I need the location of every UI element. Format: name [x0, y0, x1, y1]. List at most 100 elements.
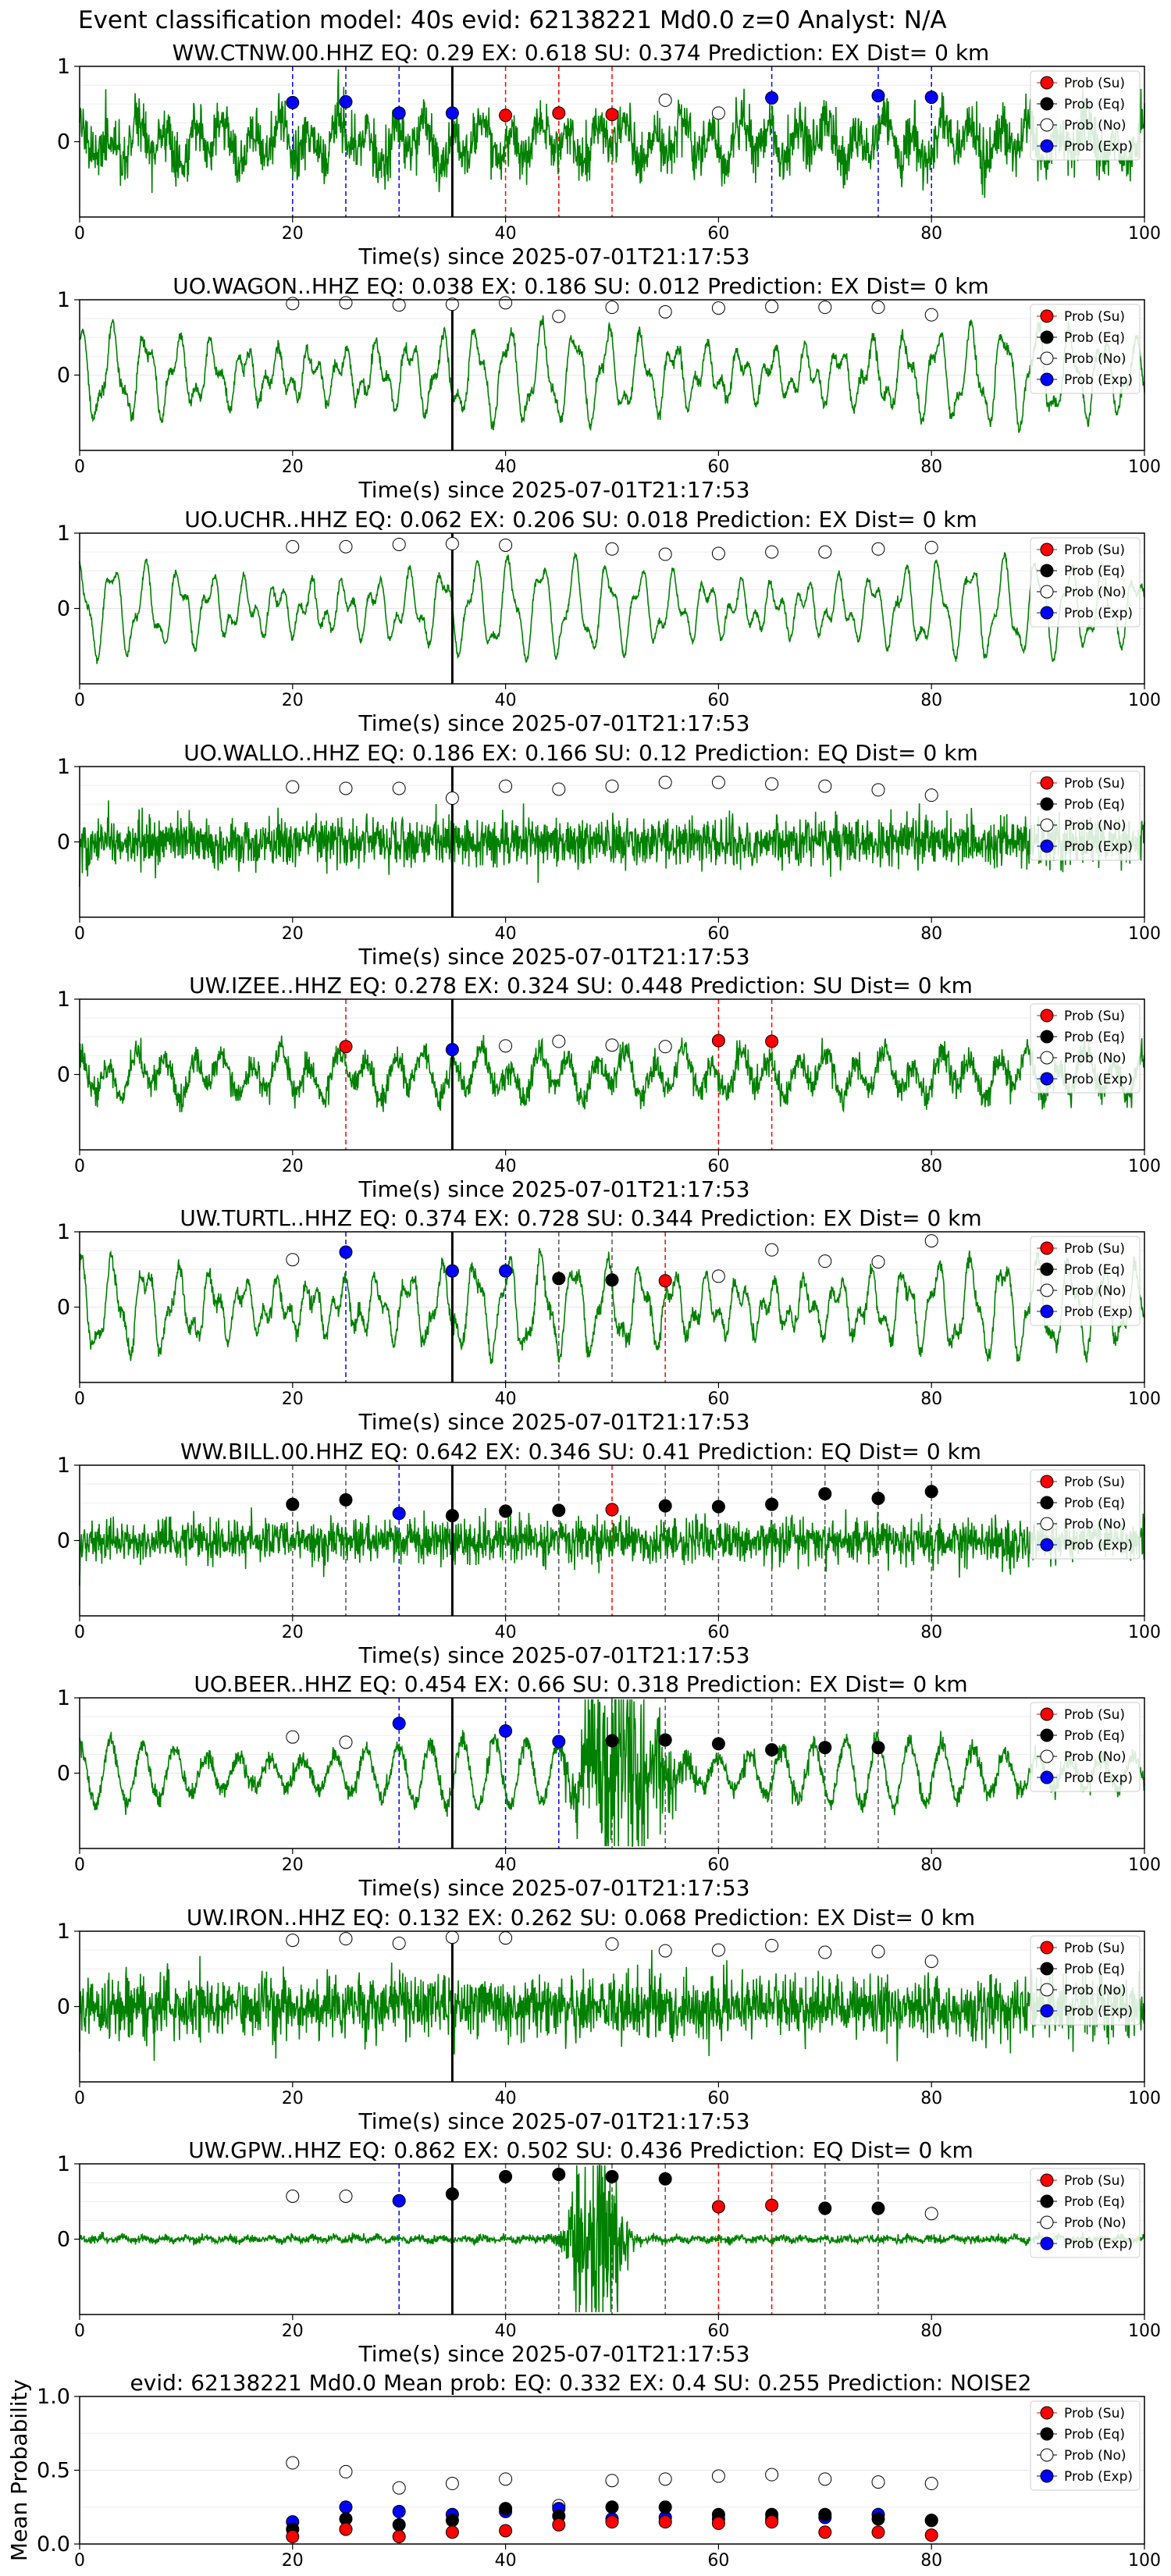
legend-box — [1030, 1469, 1141, 1560]
x-tick-label: 40 — [495, 457, 517, 477]
legend-marker-no — [1040, 585, 1054, 599]
mean-marker-exp — [392, 2504, 406, 2518]
prob-marker-no — [392, 781, 406, 795]
prob-marker-no — [924, 1234, 938, 1248]
mean-marker-no — [445, 2477, 459, 2491]
legend-label-su: Prob (Su) — [1064, 309, 1125, 325]
prob-marker-no — [339, 1932, 353, 1946]
legend-marker-no — [1040, 1983, 1054, 1997]
x-tick-label: 100 — [1128, 2322, 1161, 2341]
prob-marker-eq — [818, 1741, 832, 1755]
prob-marker-no — [605, 542, 619, 556]
panel-title: WW.CTNW.00.HHZ EQ: 0.29 EX: 0.618 SU: 0.… — [173, 40, 990, 66]
x-tick-label: 100 — [1128, 924, 1161, 944]
x-tick-label: 100 — [1128, 2089, 1161, 2108]
legend-label-exp: Prob (Exp) — [1064, 2236, 1133, 2252]
legend-box — [1030, 70, 1141, 161]
legend-marker-no — [1040, 1051, 1054, 1065]
legend-label-no: Prob (No) — [1064, 1283, 1127, 1299]
prob-marker-no — [605, 1038, 619, 1052]
mean-marker-no — [392, 2481, 406, 2495]
prob-marker-no — [818, 301, 832, 315]
x-tick-label: 40 — [495, 224, 517, 244]
legend-label-no: Prob (No) — [1064, 1749, 1127, 1765]
prob-marker-exp — [445, 106, 459, 120]
x-tick-label: 80 — [920, 1856, 942, 1875]
legend-label-su: Prob (Su) — [1064, 1241, 1125, 1257]
x-tick-label: 60 — [707, 224, 729, 244]
mean-marker-su — [765, 2515, 779, 2529]
prob-marker-no — [499, 538, 513, 552]
legend-label-su: Prob (Su) — [1064, 1475, 1125, 1490]
prob-marker-no — [499, 1039, 513, 1053]
seismic-trace — [79, 315, 1145, 433]
x-tick-label: 20 — [282, 2322, 304, 2341]
legend-marker-su — [1040, 1241, 1054, 1255]
legend-label-eq: Prob (Eq) — [1064, 1496, 1125, 1511]
legend-marker-eq — [1040, 97, 1054, 111]
y-tick-label: 1 — [57, 55, 70, 79]
legend-marker-no — [1040, 118, 1054, 132]
prob-marker-eq — [765, 1497, 779, 1511]
legend-label-no: Prob (No) — [1064, 585, 1127, 600]
panel-title: UO.WALLO..HHZ EQ: 0.186 EX: 0.166 SU: 0.… — [183, 740, 977, 766]
y-tick-label: 0 — [57, 597, 70, 621]
prob-marker-no — [711, 301, 725, 315]
x-tick-label: 0 — [74, 924, 85, 944]
prob-marker-eq — [711, 1737, 725, 1751]
y-tick-label: 1 — [57, 1920, 70, 1944]
panel-title: WW.BILL.00.HHZ EQ: 0.642 EX: 0.346 SU: 0… — [180, 1439, 981, 1464]
legend-label-exp: Prob (Exp) — [1064, 139, 1133, 155]
x-tick-label: 100 — [1128, 691, 1161, 710]
prob-marker-no — [924, 2207, 938, 2221]
legend-marker-exp — [1040, 2469, 1054, 2483]
x-tick-label: 20 — [282, 1389, 304, 1409]
mean-marker-eq — [499, 2502, 513, 2516]
x-tick-label: 100 — [1128, 224, 1161, 244]
mean-marker-no — [711, 2469, 725, 2483]
x-tick-label: 60 — [707, 1157, 729, 1176]
legend-marker-exp — [1040, 2236, 1054, 2250]
prob-marker-no — [871, 783, 885, 797]
prob-marker-eq — [871, 1741, 885, 1755]
x-tick-label: 80 — [920, 1623, 942, 1642]
legend-marker-eq — [1040, 2194, 1054, 2208]
prob-marker-no — [871, 542, 885, 556]
prob-marker-no — [711, 106, 725, 120]
prob-marker-eq — [924, 1485, 938, 1499]
y-tick-label: 0 — [57, 1296, 70, 1320]
seismic-trace — [79, 1507, 1145, 1586]
y-tick-label: 1 — [57, 521, 70, 546]
y-tick-label: 0.0 — [37, 2532, 70, 2556]
prob-marker-su — [605, 108, 619, 122]
legend-marker-eq — [1040, 1262, 1054, 1276]
x-tick-label: 60 — [707, 924, 729, 944]
prob-marker-no — [924, 540, 938, 554]
prob-marker-no — [445, 792, 459, 806]
legend-box — [1030, 2168, 1141, 2258]
prob-marker-no — [765, 777, 779, 791]
prob-marker-no — [552, 782, 566, 796]
y-tick-label: 1 — [57, 1453, 70, 1478]
prob-marker-eq — [552, 1272, 566, 1286]
legend-marker-su — [1040, 1009, 1054, 1023]
x-tick-label: 0 — [74, 1856, 85, 1875]
x-tick-label: 20 — [282, 2551, 304, 2571]
x-tick-label: 20 — [282, 1157, 304, 1176]
legend-marker-eq — [1040, 797, 1054, 811]
x-axis-label: Time(s) since 2025-07-01T21:17:53 — [358, 1642, 749, 1668]
y-tick-label: 0.5 — [37, 2459, 70, 2483]
prob-marker-no — [286, 2189, 300, 2203]
x-tick-label: 60 — [707, 691, 729, 710]
x-tick-label: 80 — [920, 1157, 942, 1176]
legend-label-eq: Prob (Eq) — [1064, 330, 1125, 346]
prob-marker-eq — [339, 1493, 353, 1507]
legend-marker-eq — [1040, 1496, 1054, 1510]
prob-marker-exp — [445, 1043, 459, 1057]
prob-marker-exp — [339, 1245, 353, 1259]
x-tick-label: 60 — [707, 1623, 729, 1642]
y-tick-label: 1.0 — [37, 2385, 70, 2409]
seismic-trace — [79, 1034, 1145, 1114]
prob-marker-no — [339, 296, 353, 310]
prob-marker-no — [711, 1943, 725, 1957]
